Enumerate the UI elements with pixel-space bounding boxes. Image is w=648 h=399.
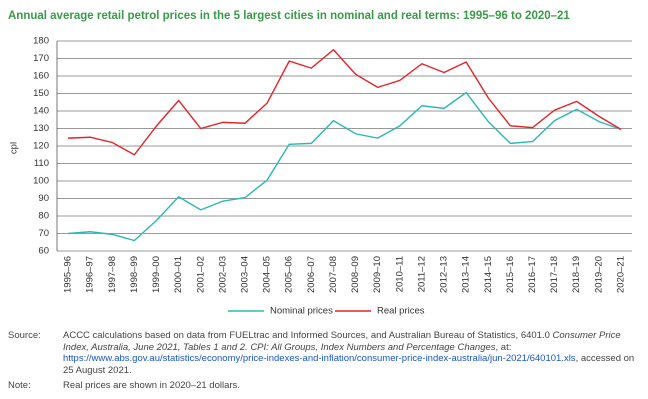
y-tick-label: 90 [38,193,49,204]
y-tick-label: 120 [33,141,49,152]
x-tick-label: 2010–11 [394,256,405,292]
x-tick-label: 1999–00 [151,256,162,293]
x-tick-label: 2020–21 [615,256,626,293]
legend-label: Nominal prices [270,306,333,317]
y-tick-label: 160 [33,71,49,82]
x-tick-label: 2015–16 [505,256,516,293]
x-tick-label: 1997–98 [107,256,118,293]
source-publication: Consumer Price Index, Australia, June 20… [63,330,621,353]
source-part: ACCC calculations based on data from FUE… [63,330,553,341]
y-tick-label: 70 [38,228,49,239]
y-tick-label: 170 [33,53,49,64]
series-line [68,91,622,242]
x-tick-label: 2004–05 [262,256,273,293]
x-tick-label: 2001–02 [195,256,206,293]
chart-title: Annual average retail petrol prices in t… [8,10,570,22]
x-tick-label: 2018–19 [571,256,582,293]
notes: Source: ACCC calculations based on data … [8,330,638,396]
x-tick-label: 2002–03 [217,256,228,293]
y-tick-label: 180 [33,36,49,47]
x-tick-label: 2005–06 [284,256,295,293]
series-line [68,48,622,156]
x-tick-label: 1995–96 [63,256,74,293]
x-tick-label: 2017–18 [549,256,560,293]
y-tick-label: 150 [33,88,49,99]
note-text: Real prices are shown in 2020–21 dollars… [63,380,240,391]
source-link[interactable]: https://www.abs.gov.au/statistics/econom… [63,353,576,364]
note-row: Note: Real prices are shown in 2020–21 d… [8,380,638,392]
x-tick-label: 2003–04 [239,256,250,293]
y-tick-label: 80 [38,211,49,222]
y-tick-label: 140 [33,106,49,117]
x-tick-label: 2006–07 [306,256,317,293]
y-tick-label: 130 [33,123,49,134]
x-tick-label: 2011–12 [416,256,427,292]
y-tick-label: 100 [33,176,49,187]
source-part: , accessed on 25 August 2021. [63,353,635,376]
source-row: Source: ACCC calculations based on data … [8,330,638,376]
x-tick-label: 2013–14 [461,256,472,293]
x-tick-label: 2000–01 [173,256,184,293]
source-label: Source: [8,330,41,341]
x-tick-label: 2016–17 [527,256,538,293]
y-tick-label: 60 [38,246,49,257]
source-text: ACCC calculations based on data from FUE… [63,330,638,376]
x-tick-label: 2009–10 [372,256,383,293]
y-axis-label: cpl [9,142,20,154]
note-label: Note: [8,380,31,391]
source-part: , at: [495,341,512,353]
x-tick-label: 2012–13 [439,256,450,293]
legend-label: Real prices [377,306,425,317]
x-tick-label: 1996–97 [85,256,96,293]
y-tick-label: 110 [34,158,49,169]
x-tick-label: 1998–99 [129,256,140,293]
x-tick-label: 2014–15 [483,256,494,293]
x-tick-label: 2007–08 [328,256,339,293]
chart: Annual average retail petrol prices in t… [8,10,632,317]
x-tick-label: 2019–20 [593,256,604,293]
x-tick-label: 2008–09 [350,256,361,293]
